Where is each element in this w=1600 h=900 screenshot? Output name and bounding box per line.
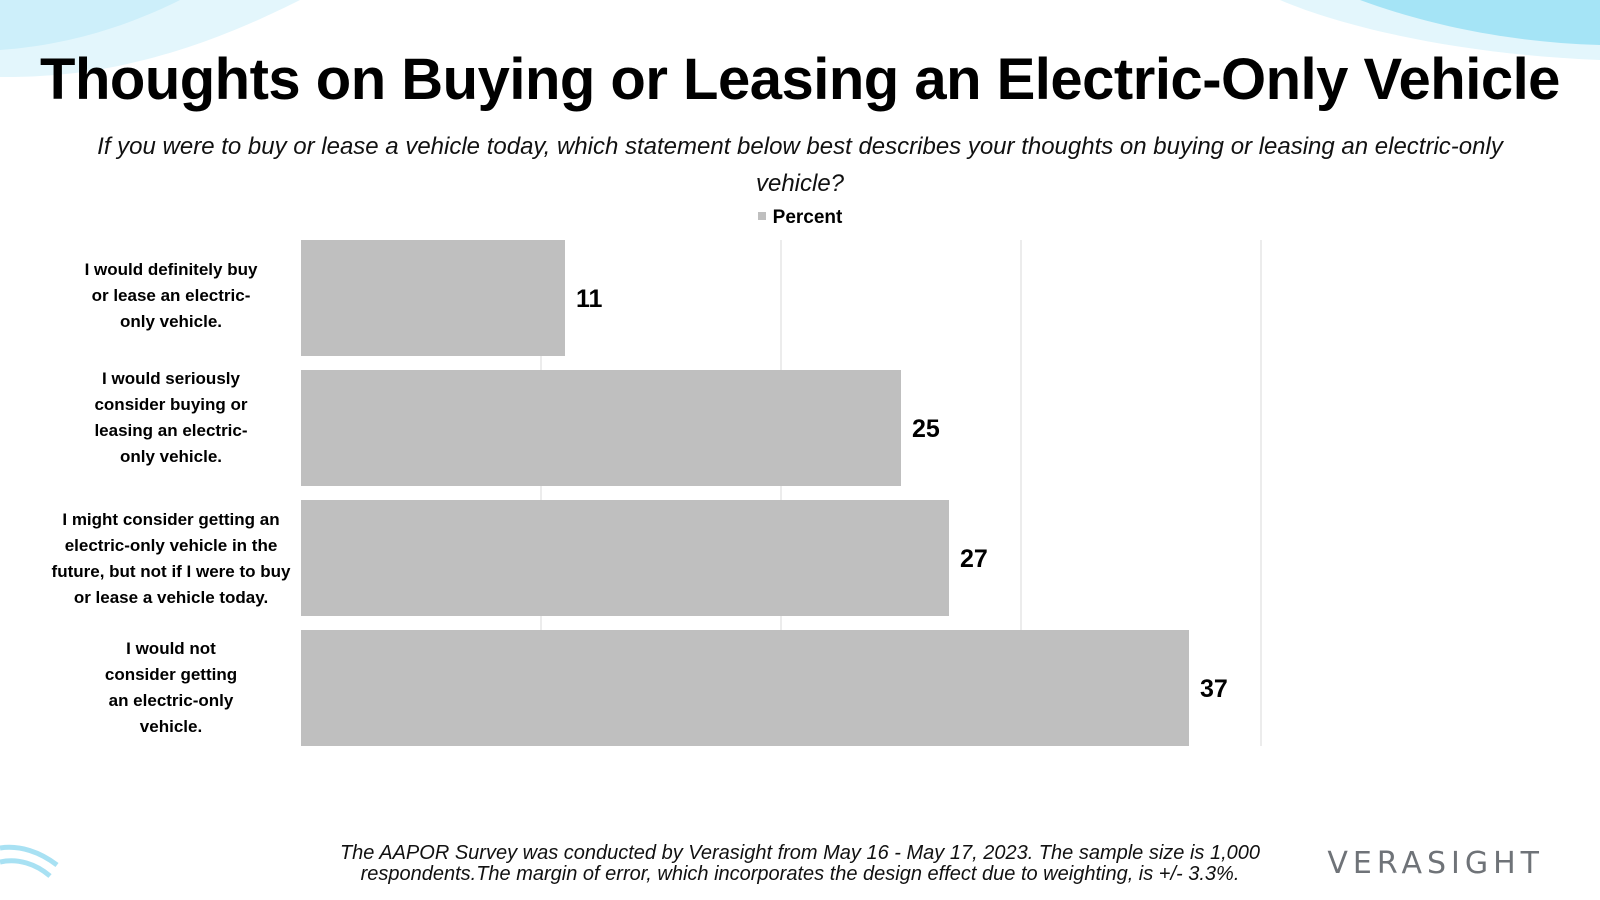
category-label-line: I would not: [126, 639, 216, 658]
data-label-4: 37: [1200, 675, 1228, 703]
wave-bottom-left-2: [0, 858, 52, 878]
bar-4: [301, 630, 1189, 746]
category-label-line: consider getting: [104, 665, 238, 684]
data-label-2: 25: [912, 415, 940, 443]
category-label-line: electric-only vehicle in the: [64, 536, 278, 555]
category-label-line: vehicle.: [139, 717, 203, 736]
category-label-line: I would definitely buy: [84, 260, 258, 279]
category-label-line: only vehicle.: [119, 447, 223, 466]
category-label-line: leasing an electric-: [94, 421, 248, 440]
category-label-line: only vehicle.: [119, 312, 223, 331]
category-label-text: I would definitely buy or lease an electr…: [85, 257, 258, 335]
category-label-2: I would seriously consider buying or leasi…: [42, 366, 300, 470]
wave-bottom-left-1: [0, 844, 59, 868]
category-label-text: I would seriously consider buying or leasi…: [94, 366, 247, 470]
category-label-text: I would not consider getting an electric-o…: [105, 636, 237, 740]
bar-1: [301, 240, 565, 356]
category-label-line: I might consider getting an: [62, 510, 280, 529]
category-label-4: I would not consider getting an electric-o…: [42, 636, 300, 740]
wave-top-right-mid: [1360, 0, 1600, 45]
category-label-line: future, but not if I were to buy: [51, 562, 291, 581]
data-label-1: 11: [576, 285, 603, 313]
category-label-line: consider buying or: [94, 395, 248, 414]
bar-3: [301, 500, 949, 616]
chart-title: Thoughts on Buying or Leasing an Electri…: [40, 47, 1560, 112]
category-label-text: I might consider getting an electric-only…: [52, 507, 291, 611]
survey-footnote: The AAPOR Survey was conducted by Verasi…: [339, 842, 1261, 885]
category-label-line: I would seriously: [102, 369, 240, 388]
legend-label: Percent: [772, 207, 843, 228]
chart-subtitle: If you were to buy or lease a vehicle to…: [97, 133, 1503, 197]
category-label-line: or lease an electric-: [91, 286, 251, 305]
category-label-3: I might consider getting an electric-only…: [42, 508, 300, 610]
category-label-1: I would definitely buy or lease an electr…: [42, 240, 300, 352]
bar-2: [301, 370, 901, 486]
legend-swatch: [757, 211, 766, 220]
category-label-line: or lease a vehicle today.: [73, 588, 269, 607]
verasight-logo: VERASIGHT: [1327, 846, 1544, 881]
category-label-line: an electric-only: [108, 691, 234, 710]
legend: Percent: [0, 207, 1600, 229]
data-label-3: 27: [960, 545, 988, 573]
wave-top-left-mid: [0, 0, 180, 50]
